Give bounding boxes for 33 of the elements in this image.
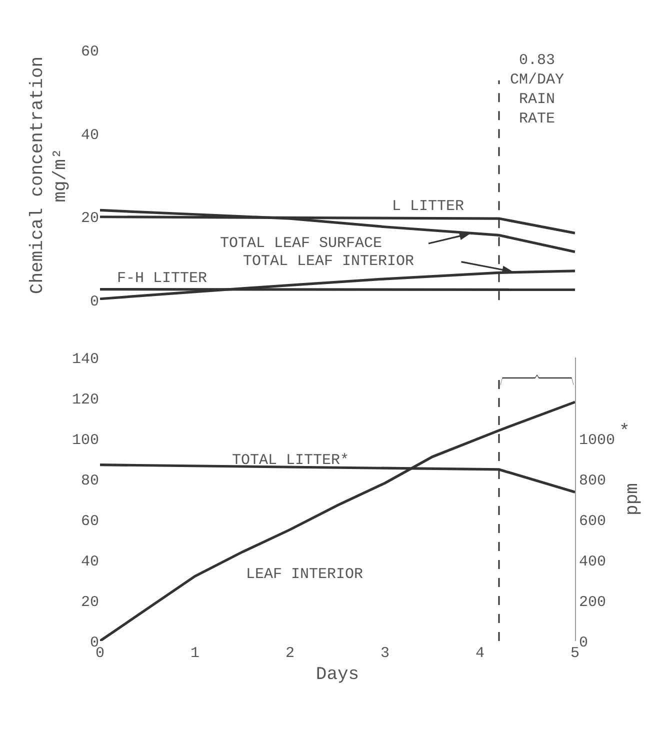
series-label: L LITTER — [392, 198, 464, 215]
y-tick-label: 60 — [80, 44, 99, 61]
x-tick-label: 3 — [380, 645, 390, 662]
y-tick-label: 40 — [80, 126, 99, 144]
y-axis-title: Chemical concentration mg/m² — [28, 56, 72, 294]
x-tick-label: 2 — [285, 645, 295, 662]
x-tick-label: 4 — [475, 645, 485, 662]
y2-tick-label: 1000 — [579, 432, 616, 449]
y-tick-label: 20 — [80, 594, 99, 611]
y-tick-label: 60 — [80, 512, 99, 530]
y2-tick-label: 200 — [579, 594, 606, 611]
y-tick-label: 0 — [90, 293, 99, 310]
y2-tick-label: 800 — [579, 472, 606, 490]
x-tick-label: 5 — [570, 645, 580, 662]
line-series — [100, 400, 575, 641]
series-label: F-H LITTER — [117, 270, 208, 287]
series-label: TOTAL LITTER* — [232, 452, 350, 469]
y2-tick-label: 600 — [579, 512, 606, 530]
series-label: LEAF INTERIOR — [246, 566, 364, 583]
ref-line-label: 0.83 CM/DAY RAIN RATE — [510, 52, 564, 128]
y2-tick-label: 400 — [579, 553, 606, 570]
y2-axis-title: ppm — [623, 483, 644, 516]
text: * — [619, 422, 630, 442]
y-tick-label: 80 — [80, 472, 99, 490]
y-tick-label: 140 — [72, 350, 99, 368]
series-label: TOTAL LEAF SURFACE — [220, 235, 382, 252]
y-tick-label: 100 — [72, 432, 99, 449]
y-tick-label: 40 — [80, 553, 99, 570]
x-tick-label: 1 — [190, 645, 200, 662]
x-axis-title: Days — [316, 665, 360, 686]
series-label: TOTAL LEAF INTERIOR — [243, 253, 414, 270]
y-tick-label: 120 — [72, 391, 99, 408]
y-tick-label: 20 — [80, 210, 99, 228]
